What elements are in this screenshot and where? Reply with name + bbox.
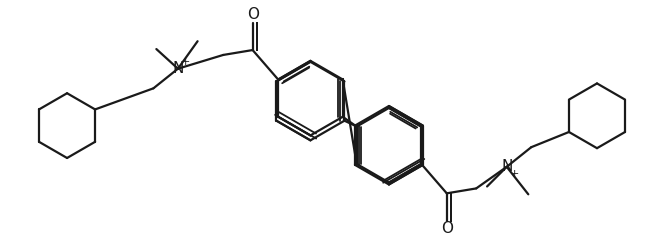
Text: O: O [247, 7, 259, 22]
Text: +: + [510, 169, 519, 179]
Text: N: N [501, 159, 512, 174]
Text: +: + [181, 57, 191, 67]
Text: N: N [172, 61, 183, 76]
Text: O: O [441, 221, 453, 236]
